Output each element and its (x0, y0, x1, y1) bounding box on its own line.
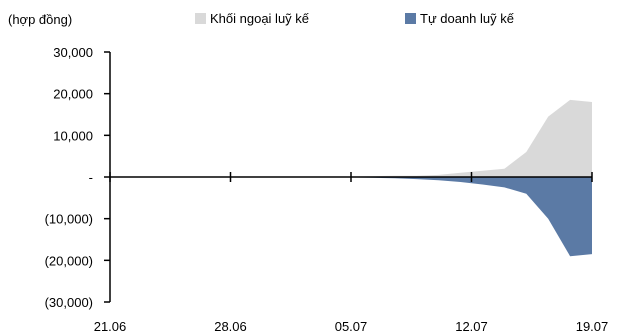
x-tick-label: 19.07 (576, 319, 609, 334)
x-tick-label: 12.07 (455, 319, 488, 334)
y-tick-labels: 30,000 20,000 10,000 - (10,000) (20,000) (30,0… (45, 45, 93, 310)
y-tick-label: 30,000 (53, 45, 93, 60)
series-area-0 (110, 99, 592, 177)
x-tick-label: 21.06 (94, 319, 127, 334)
legend-swatch (405, 13, 416, 24)
y-tick-label: (10,000) (45, 212, 93, 227)
y-tick-label: (20,000) (45, 253, 93, 268)
y-axis-label: (hợp đồng) (8, 12, 72, 27)
y-tick-label: 20,000 (53, 87, 93, 102)
plot-areas (110, 99, 592, 257)
series-area-1 (110, 177, 592, 257)
x-tick-label: 28.06 (214, 319, 247, 334)
y-tick-label: (30,000) (45, 295, 93, 310)
legend-label: Tự doanh luỹ kế (420, 11, 515, 26)
y-tick-label: - (89, 170, 93, 185)
x-tick-labels: 21.06 28.06 05.07 12.07 19.07 (94, 319, 609, 334)
legend-swatch (195, 13, 206, 24)
x-tick-label: 05.07 (335, 319, 368, 334)
legend-label: Khối ngoại luỹ kế (210, 11, 310, 26)
axes (104, 51, 593, 303)
legend: Khối ngoại luỹ kế Tự doanh luỹ kế (195, 11, 515, 26)
y-tick-label: 10,000 (53, 128, 93, 143)
